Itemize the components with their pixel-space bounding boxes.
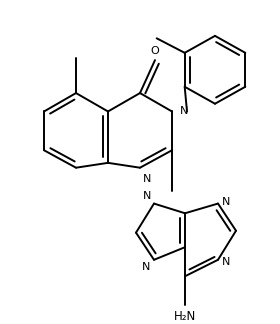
Text: O: O — [151, 46, 159, 56]
Text: H₂N: H₂N — [174, 310, 196, 323]
Text: N: N — [143, 191, 151, 201]
Text: N: N — [222, 257, 230, 267]
Text: N: N — [222, 197, 230, 207]
Text: N: N — [180, 107, 188, 117]
Text: N: N — [142, 262, 150, 272]
Text: N: N — [143, 174, 151, 183]
